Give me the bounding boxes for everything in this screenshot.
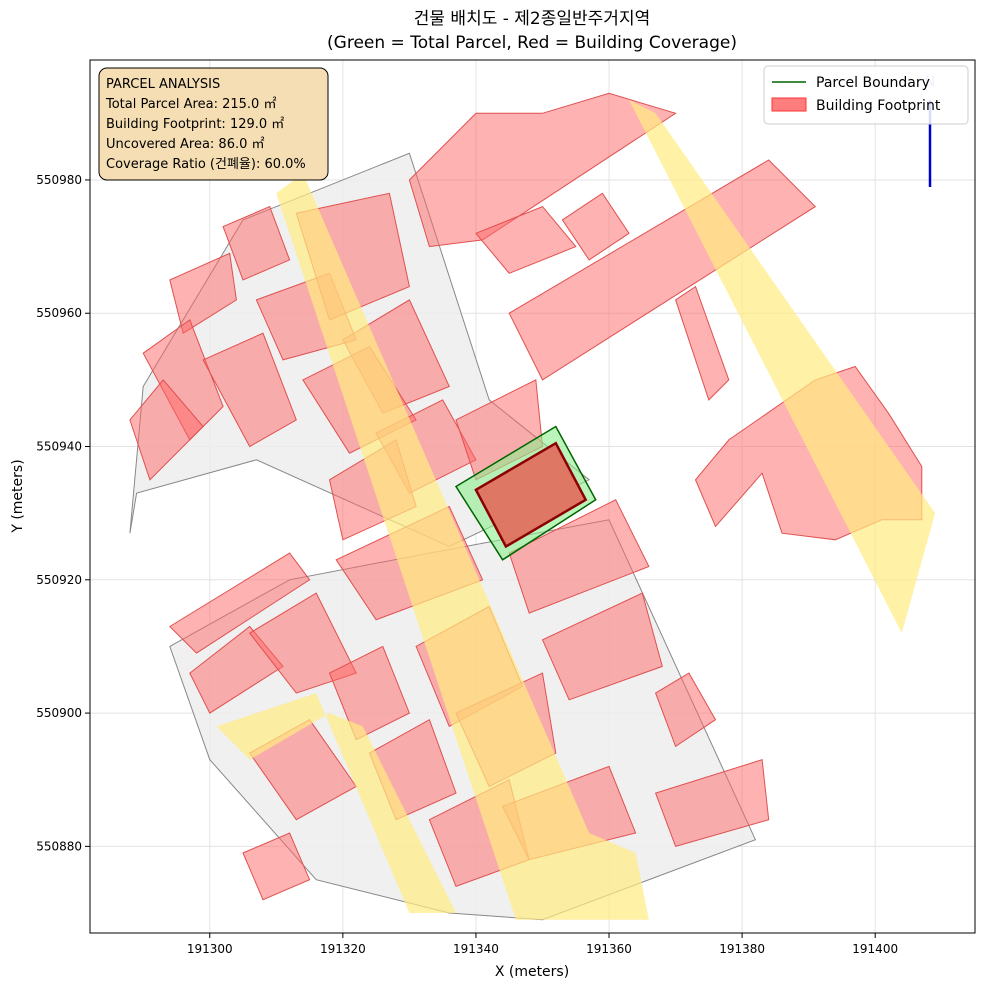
info-box-background — [98, 67, 329, 181]
building-footprint — [508, 499, 650, 614]
chart-title-line2: (Green = Total Parcel, Red = Building Co… — [327, 33, 737, 53]
legend: Parcel Boundary Building Footprint — [763, 65, 969, 125]
building-footprint — [129, 379, 204, 481]
legend-frame — [763, 65, 969, 125]
building-footprint — [408, 92, 677, 248]
building-footprint — [675, 285, 730, 401]
road — [629, 100, 936, 634]
y-tick-label: 550920 — [36, 573, 82, 587]
chart-title-line1: 건물 배치도 - 제2종일반주거지역 — [414, 9, 650, 29]
info-total-area: Total Parcel Area: 215.0 ㎡ — [105, 97, 276, 112]
info-heading: PARCEL ANALYSIS — [106, 77, 220, 92]
building-footprint — [654, 759, 770, 848]
building-footprint — [475, 206, 577, 274]
building-footprint — [328, 645, 411, 741]
axis-ticks: 191300 191320 191340 191360 191380 191400 5508… — [36, 173, 898, 956]
building-footprint — [508, 159, 817, 381]
road — [216, 693, 456, 913]
y-tick-label: 550960 — [36, 306, 82, 320]
legend-parcel-label: Parcel Boundary — [816, 75, 930, 91]
legend-building-swatch — [771, 97, 807, 112]
map-layer — [129, 92, 936, 921]
y-tick-label: 550900 — [36, 706, 82, 720]
building-footprint — [242, 832, 311, 901]
building-footprint — [222, 205, 291, 281]
building-footprint — [169, 252, 237, 334]
info-footprint: Building Footprint: 129.0 ㎡ — [106, 117, 284, 132]
target-building — [474, 441, 588, 549]
y-tick-label: 550880 — [36, 839, 82, 853]
plot-frame — [89, 59, 976, 934]
road — [276, 173, 649, 920]
info-box: PARCEL ANALYSIS Total Parcel Area: 215.0… — [98, 67, 329, 181]
y-tick-label: 550980 — [36, 173, 82, 187]
legend-building-label: Building Footprint — [816, 98, 941, 114]
x-tick-label: 191400 — [852, 942, 898, 956]
x-tick-label: 191380 — [719, 942, 765, 956]
y-axis-label: Y (meters) — [10, 459, 26, 533]
building-footprint — [654, 672, 717, 748]
info-coverage: Coverage Ratio (건폐율): 60.0% — [106, 157, 306, 172]
x-tick-label: 191300 — [187, 942, 233, 956]
building-footprint — [202, 332, 297, 448]
x-tick-label: 191320 — [320, 942, 366, 956]
y-tick-label: 550940 — [36, 440, 82, 454]
building-footprint — [168, 552, 311, 654]
building-footprint — [541, 592, 663, 701]
x-tick-label: 191340 — [453, 942, 499, 956]
x-tick-label: 191360 — [586, 942, 632, 956]
x-axis-label: X (meters) — [495, 964, 569, 980]
info-uncovered: Uncovered Area: 86.0 ㎡ — [106, 137, 265, 152]
building-footprint — [561, 192, 630, 261]
